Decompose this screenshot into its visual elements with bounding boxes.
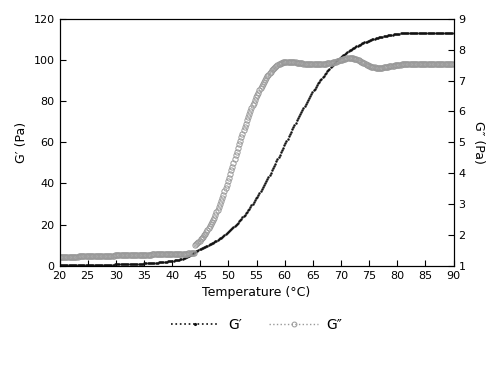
X-axis label: Temperature (°C): Temperature (°C) (202, 286, 310, 299)
Y-axis label: G″ (Pa): G″ (Pa) (472, 121, 485, 164)
Y-axis label: G′ (Pa): G′ (Pa) (15, 122, 28, 163)
Legend: G′, G″: G′, G″ (166, 312, 348, 338)
